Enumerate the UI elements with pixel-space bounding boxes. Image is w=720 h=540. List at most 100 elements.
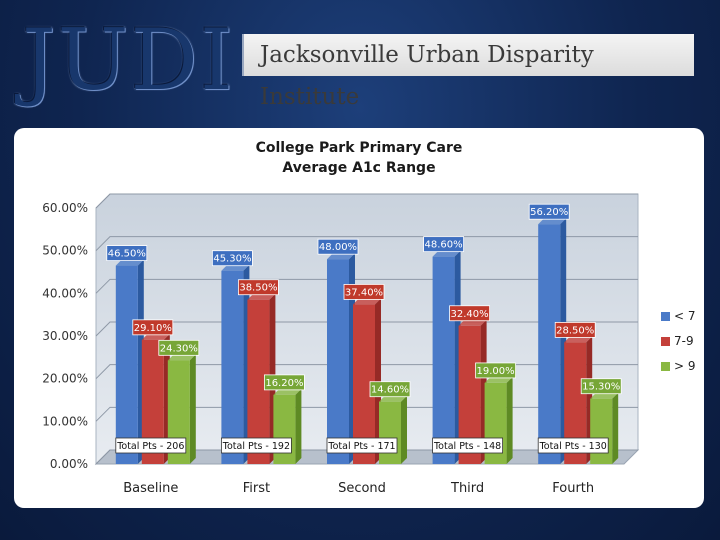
data-label-box	[343, 284, 385, 300]
bar	[379, 401, 401, 464]
x-category-label: Second	[338, 481, 386, 496]
total-patients-box	[537, 437, 609, 454]
data-label: 24.30%	[160, 343, 198, 354]
bar	[590, 398, 613, 464]
x-category-label: Baseline	[123, 481, 178, 496]
data-label: 56.20%	[530, 207, 568, 218]
bar	[353, 304, 375, 464]
data-label: 15.30%	[582, 382, 620, 393]
gridline	[95, 321, 638, 337]
y-tick-label: 10.00%	[42, 414, 88, 428]
bar-top	[458, 319, 487, 326]
data-label-box	[211, 250, 253, 267]
bar	[141, 339, 164, 464]
data-label-box	[580, 378, 622, 395]
bar-top	[141, 333, 170, 340]
data-label: 16.20%	[265, 378, 303, 389]
y-tick-label: 20.00%	[42, 372, 88, 386]
bar-side	[295, 388, 302, 464]
bar	[273, 394, 296, 464]
chart-title-line: College Park Primary Care	[256, 140, 463, 156]
bar	[221, 270, 244, 464]
legend-swatch	[661, 312, 670, 321]
total-patients-box	[432, 437, 504, 454]
bar-top	[221, 264, 250, 271]
total-patients-label: Total Pts - 148	[433, 441, 501, 452]
bar-side	[189, 354, 196, 464]
institute-banner: Jacksonville Urban Disparity Institute	[242, 34, 694, 110]
x-category-label: Fourth	[552, 481, 594, 496]
x-category-label: Third	[450, 481, 484, 496]
data-label-box	[528, 203, 570, 220]
data-label: 48.00%	[319, 242, 357, 253]
gridline	[95, 278, 638, 294]
legend-label: > 9	[674, 359, 696, 373]
data-label: 28.50%	[556, 325, 594, 336]
a1c-bar-chart: 46.50% 29.10% 24.30% Total Pts - 206 45.30% 3…	[42, 140, 696, 496]
data-label: 46.50%	[108, 249, 146, 260]
data-label: 19.00%	[477, 366, 515, 377]
data-label: 14.60%	[371, 385, 409, 396]
total-patients-label: Total Pts - 192	[222, 441, 290, 452]
legend-label: < 7	[674, 309, 696, 323]
total-patients-label: Total Pts - 206	[116, 441, 184, 452]
data-label: 37.40%	[345, 287, 383, 298]
bar-top	[115, 259, 144, 266]
bar-top	[167, 354, 196, 361]
data-label-box	[132, 319, 174, 336]
bar-top	[538, 218, 567, 225]
bar	[458, 325, 481, 464]
bar-side	[401, 395, 407, 464]
data-label-box	[449, 305, 491, 322]
bar-top	[484, 376, 513, 383]
gridline	[95, 193, 638, 209]
institute-name: Jacksonville Urban Disparity Institute	[260, 42, 594, 110]
bar	[115, 265, 138, 464]
bar-top	[379, 395, 407, 402]
total-patients-label: Total Pts - 171	[327, 441, 395, 452]
data-label-box	[317, 238, 359, 255]
judi-logo: JUDI	[22, 11, 235, 109]
bar-side	[612, 392, 619, 464]
y-tick-label: 0.00%	[50, 457, 88, 471]
data-label: 32.40%	[451, 309, 489, 320]
chart-title-line: Average A1c Range	[282, 160, 435, 176]
legend-swatch	[661, 337, 670, 346]
x-category-label: First	[243, 481, 270, 496]
data-label-box	[106, 245, 148, 261]
bar-top	[564, 336, 593, 343]
legend-label: 7-9	[674, 334, 694, 348]
bar	[432, 256, 455, 464]
data-label: 29.10%	[134, 323, 172, 334]
data-label-box	[423, 236, 465, 253]
data-label-box	[554, 321, 596, 338]
data-label-box	[475, 362, 517, 379]
bar-top	[353, 298, 381, 305]
data-label-box	[237, 279, 279, 296]
bar-top	[432, 250, 461, 257]
bar-side	[506, 376, 513, 464]
total-patients-box	[115, 437, 187, 454]
chart-card: 46.50% 29.10% 24.30% Total Pts - 206 45.30% 3…	[14, 128, 704, 508]
bar	[247, 299, 270, 464]
bar-top	[590, 392, 619, 399]
bar-top	[327, 253, 355, 260]
data-label: 48.60%	[425, 240, 463, 251]
data-label: 45.30%	[213, 254, 251, 265]
data-label-box	[263, 374, 305, 391]
data-label-box	[369, 381, 411, 398]
total-patients-label: Total Pts - 130	[539, 441, 607, 452]
y-tick-label: 50.00%	[42, 244, 88, 258]
bar	[327, 259, 349, 464]
bar	[564, 342, 587, 464]
data-label-box	[158, 339, 200, 356]
y-tick-label: 60.00%	[42, 201, 88, 215]
data-label: 38.50%	[239, 283, 277, 294]
legend-swatch	[661, 362, 670, 371]
total-patients-box	[326, 437, 398, 454]
total-patients-box	[220, 437, 292, 454]
bar	[538, 224, 561, 464]
bar-top	[247, 293, 276, 300]
y-tick-label: 30.00%	[42, 329, 88, 343]
bar-top	[273, 388, 302, 395]
